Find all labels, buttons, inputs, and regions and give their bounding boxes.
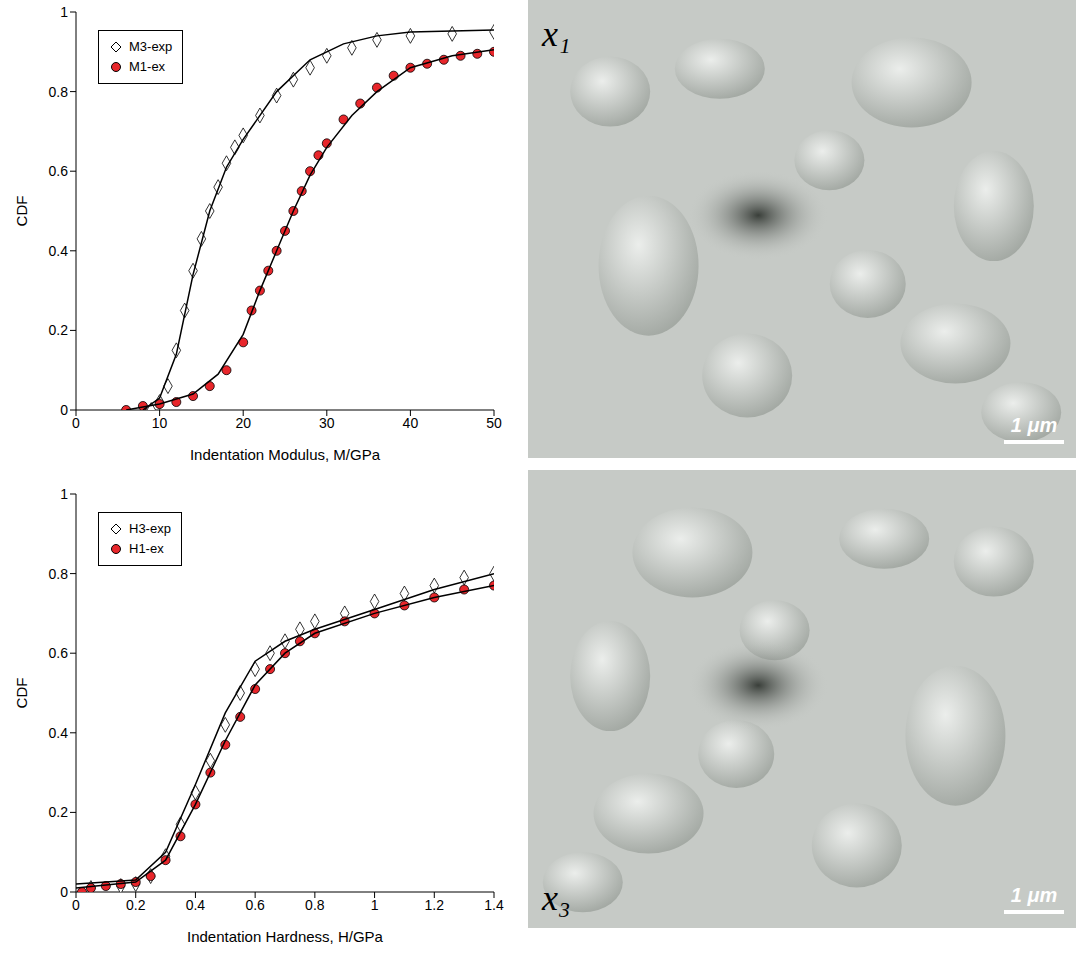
svg-text:0: 0: [60, 884, 68, 900]
html-text:H3-exp: H3-exp: [129, 521, 171, 536]
svg-text:0.4: 0.4: [49, 725, 69, 741]
svg-text:0.6: 0.6: [49, 645, 69, 661]
svg-text:1: 1: [60, 4, 68, 20]
html-text:M3-exp: M3-exp: [129, 39, 173, 54]
svg-text:10: 10: [152, 415, 168, 431]
svg-text:0.6: 0.6: [49, 163, 69, 179]
svg-text:0.8: 0.8: [49, 566, 69, 582]
svg-text:50: 50: [486, 415, 502, 431]
svg-text:1.4: 1.4: [484, 897, 504, 913]
svg-text:20: 20: [235, 415, 251, 431]
svg-text:0.8: 0.8: [49, 84, 69, 100]
svg-text:CDF: CDF: [13, 678, 30, 709]
svg-text:0.6: 0.6: [245, 897, 265, 913]
svg-text:0.2: 0.2: [49, 804, 69, 820]
svg-text:x₃: x₃: [541, 878, 571, 918]
svg-text:0: 0: [72, 415, 80, 431]
svg-text:1: 1: [371, 897, 379, 913]
svg-text:40: 40: [403, 415, 419, 431]
svg-text:0: 0: [60, 402, 68, 418]
svg-text:Indentation Modulus, M/GPa: Indentation Modulus, M/GPa: [190, 446, 381, 463]
svg-text:x₁: x₁: [541, 14, 571, 54]
svg-text:1 μm: 1 μm: [1011, 414, 1058, 436]
svg-text:1 μm: 1 μm: [1011, 884, 1058, 906]
svg-text:0.4: 0.4: [49, 243, 69, 259]
svg-text:30: 30: [319, 415, 335, 431]
svg-text:0.4: 0.4: [186, 897, 206, 913]
html-text:M1-ex: M1-ex: [129, 59, 166, 74]
svg-text:1: 1: [60, 486, 68, 502]
svg-text:0.2: 0.2: [49, 322, 69, 338]
svg-text:Indentation Hardness, H/GPa: Indentation Hardness, H/GPa: [187, 928, 384, 945]
html-text:H1-ex: H1-ex: [129, 541, 164, 556]
svg-text:CDF: CDF: [13, 196, 30, 227]
svg-text:1.2: 1.2: [425, 897, 445, 913]
svg-text:0.2: 0.2: [126, 897, 146, 913]
svg-text:0: 0: [72, 897, 80, 913]
svg-text:0.8: 0.8: [305, 897, 325, 913]
